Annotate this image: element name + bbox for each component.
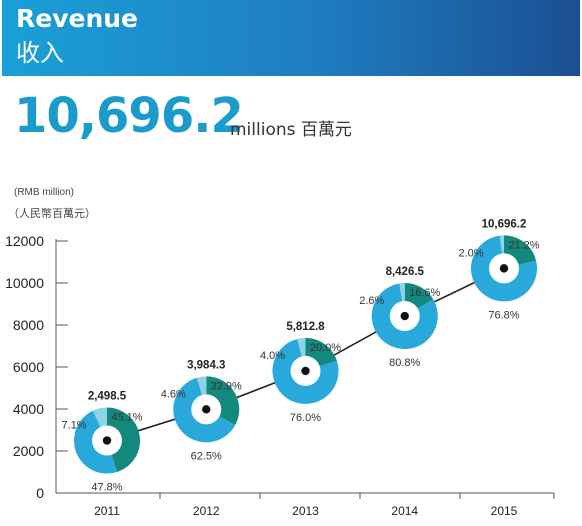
y-tick-label: 12000 (5, 233, 44, 249)
donut-2013 (272, 337, 339, 404)
x-tick-label: 2012 (193, 504, 220, 518)
data-point (202, 405, 211, 414)
pct-label-teal: 16.6% (409, 287, 440, 299)
x-tick-label: 2013 (292, 504, 319, 518)
axes: 0 2000 4000 6000 8000 10000 12000 2011 2012 2013 2… (5, 233, 555, 518)
y-tick-label: 4000 (13, 401, 44, 417)
headline-unit: millions 百萬元 (230, 120, 352, 140)
pct-label-light: 7.1% (61, 420, 86, 432)
y-tick-label: 8000 (13, 317, 44, 333)
x-tick-label: 2015 (491, 504, 518, 518)
donut-2011 (73, 407, 140, 474)
value-label: 5,812.8 (286, 321, 325, 333)
pct-label-teal: 20.0% (310, 342, 341, 354)
y-tick-label: 0 (36, 485, 44, 501)
pct-label-blue: 80.8% (389, 357, 420, 369)
pct-label-blue: 76.0% (290, 412, 321, 424)
pct-label-blue: 76.8% (488, 309, 519, 321)
y-axis-label: (RMB million) (14, 187, 74, 198)
x-tick-label: 2011 (94, 504, 120, 518)
value-label: 3,984.3 (187, 359, 225, 371)
headline-value: 10,696.2 (14, 88, 244, 144)
donut-slice-teal (107, 407, 140, 472)
section-title: Revenue (16, 4, 139, 33)
data-point (102, 436, 112, 445)
data-labels: 2,498.5 47.8% 45.1% 7.1% 3,984.3 62.5% 32.9% 4.… (61, 218, 539, 493)
section-banner: Revenue 收入 (2, 0, 580, 76)
pct-label-teal: 21.2% (508, 239, 539, 251)
pct-label-light: 4.0% (260, 350, 285, 362)
value-label: 2,498.5 (88, 391, 127, 403)
revenue-chart: (RMB million) （人民幣百萬元） 0 2000 4000 6000 8000… (5, 187, 555, 518)
value-label: 8,426.5 (386, 266, 425, 278)
pct-label-blue: 62.5% (191, 450, 222, 462)
y-axis-label-zh: （人民幣百萬元） (8, 207, 96, 220)
pct-label-blue: 47.8% (91, 482, 122, 494)
data-point (301, 366, 310, 376)
pct-label-light: 2.6% (359, 295, 384, 307)
data-point (499, 264, 509, 273)
pct-label-teal: 45.1% (111, 412, 142, 424)
section-subtitle: 收入 (16, 39, 64, 67)
x-tick-label: 2014 (391, 504, 418, 518)
y-tick-label: 10000 (5, 275, 44, 291)
donut-2014 (371, 283, 438, 350)
y-tick-label: 6000 (13, 359, 44, 375)
donut-2012 (173, 376, 240, 443)
donuts (73, 235, 537, 474)
pct-label-light: 4.6% (161, 388, 186, 400)
data-point (400, 311, 409, 321)
value-label: 10,696.2 (482, 218, 527, 230)
donut-2015 (471, 235, 537, 302)
y-tick-label: 2000 (13, 443, 44, 459)
pct-label-light: 2.0% (458, 247, 483, 259)
pct-label-teal: 32.9% (211, 380, 242, 392)
